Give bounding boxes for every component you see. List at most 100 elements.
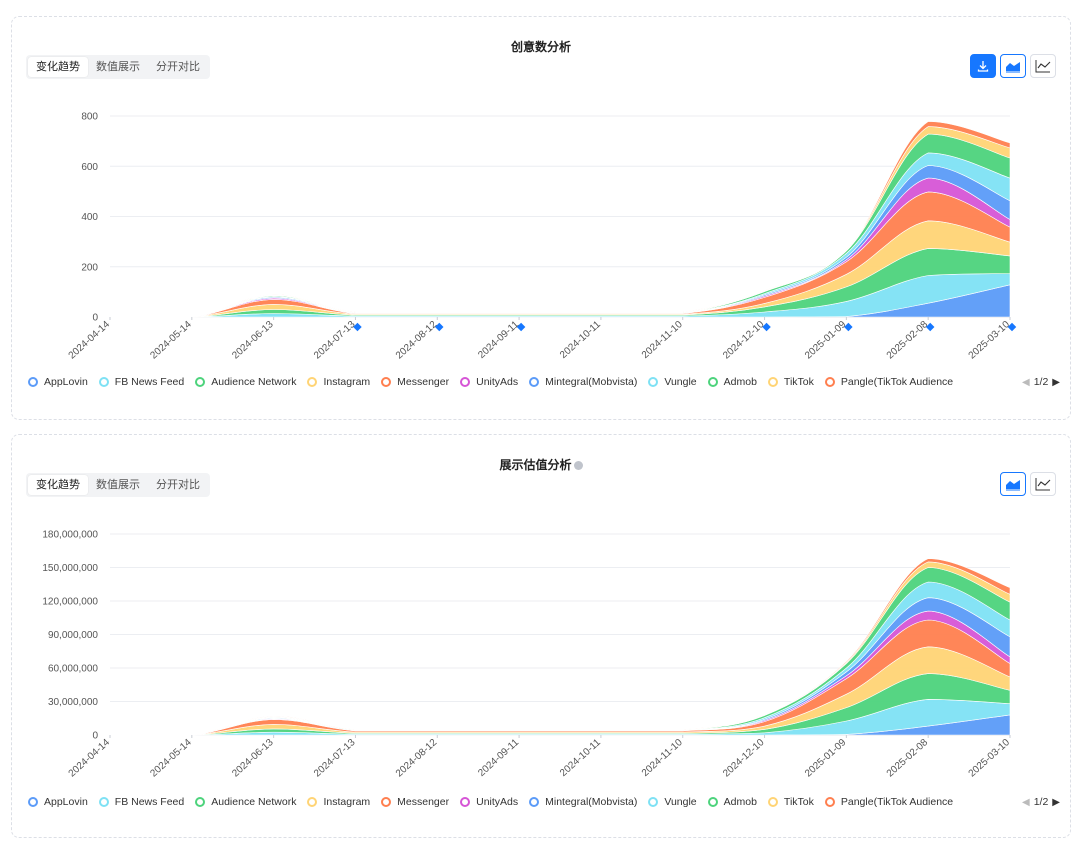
legend-item[interactable]: Instagram [307, 796, 370, 808]
legend-item[interactable]: Instagram [307, 376, 370, 388]
legend-item[interactable]: Mintegral(Mobvista) [529, 376, 637, 388]
legend-label: Instagram [323, 376, 371, 388]
legend-marker-icon [381, 377, 392, 387]
legend-label: Vungle [664, 796, 697, 808]
legend-marker-icon [381, 797, 392, 807]
legend-item[interactable]: Mintegral(Mobvista) [529, 796, 637, 808]
tab-trend[interactable]: 变化趋势 [28, 475, 88, 495]
legend-marker-icon [707, 797, 718, 807]
creative-count-panel: 创意数分析 变化趋势 数值展示 分开对比 0 200 400 600 800 2024-0… [11, 16, 1071, 420]
tab-separate-compare[interactable]: 分开对比 [156, 61, 200, 73]
legend-item[interactable]: AppLovin [28, 376, 88, 388]
area-chart-button[interactable] [1000, 54, 1026, 78]
legend-marker-icon [824, 377, 835, 387]
x-tick-label: 2024-12-10 [721, 737, 767, 780]
legend-marker-icon [98, 377, 109, 387]
legend-item[interactable]: FB News Feed [98, 376, 185, 388]
legend-pager: ◀ 1/2 ▶ [1017, 796, 1060, 808]
x-tick-label: 2024-11-10 [640, 737, 685, 779]
y-tick-label: 150,000,000 [42, 563, 98, 574]
x-tick-label: 2024-09-11 [476, 737, 521, 779]
tab-separate-compare[interactable]: 分开对比 [156, 479, 200, 491]
legend-item[interactable]: TikTok [767, 376, 814, 388]
legend-label: Pangle(TikTok Audience [840, 376, 954, 388]
legend-label: AppLovin [44, 796, 88, 808]
line-chart-button[interactable] [1030, 472, 1056, 496]
legend-label: UnityAds [476, 376, 519, 388]
x-tick-label: 2024-05-14 [148, 319, 194, 362]
view-mode-tabs: 变化趋势 数值展示 分开对比 [26, 55, 210, 79]
legend-marker-icon [767, 377, 778, 387]
legend-label: FB News Feed [114, 376, 185, 388]
y-tick-label: 30,000,000 [48, 697, 98, 708]
event-marker [516, 322, 526, 332]
legend-item[interactable]: AppLovin [28, 796, 88, 808]
x-tick-label: 2024-10-11 [558, 319, 603, 361]
tab-value-display[interactable]: 数值展示 [96, 479, 140, 491]
tab-value-display[interactable]: 数值展示 [96, 61, 140, 73]
download-button[interactable] [970, 54, 996, 78]
legend-item[interactable]: TikTok [767, 796, 814, 808]
caret-right-icon[interactable]: ▶ [1052, 376, 1060, 388]
legend: AppLovin FB News Feed Audience Network Inst… [28, 376, 1060, 388]
legend-item[interactable]: UnityAds [460, 376, 518, 388]
legend: AppLovin FB News Feed Audience Network Inst… [28, 796, 1060, 808]
view-mode-tabs: 变化趋势 数值展示 分开对比 [26, 473, 210, 497]
y-tick-label: 180,000,000 [42, 530, 98, 541]
legend-pager: ◀ 1/2 ▶ [1017, 376, 1060, 388]
line-chart-icon [1035, 60, 1051, 73]
legend-item[interactable]: Pangle(TikTok Audience [824, 796, 953, 808]
y-tick-label: 90,000,000 [48, 630, 98, 641]
chart-title: 展示估值分析 [12, 456, 1070, 473]
legend-item[interactable]: UnityAds [460, 796, 518, 808]
x-tick-label: 2024-04-14 [67, 737, 113, 780]
y-tick-label: 600 [81, 162, 98, 173]
legend-marker-icon [648, 377, 659, 387]
legend-item[interactable]: Messenger [381, 796, 449, 808]
x-tick-label: 2025-03-10 [967, 737, 1013, 780]
legend-label: UnityAds [476, 796, 519, 808]
x-tick-label: 2024-10-11 [558, 737, 603, 779]
legend-label: Messenger [397, 376, 450, 388]
legend-item[interactable]: Vungle [648, 376, 697, 388]
event-marker [844, 322, 853, 332]
legend-item[interactable]: Vungle [648, 796, 697, 808]
x-tick-label: 2025-03-10 [967, 319, 1013, 362]
legend-marker-icon [460, 377, 471, 387]
x-tick-label: 2024-07-13 [312, 737, 358, 780]
x-tick-label: 2024-06-13 [230, 319, 276, 362]
caret-left-icon[interactable]: ◀ [1021, 796, 1030, 808]
area-chart-button[interactable] [1000, 472, 1026, 496]
legend-item[interactable]: Messenger [381, 376, 449, 388]
legend-label: Admob [723, 796, 757, 808]
legend-item[interactable]: Audience Network [195, 376, 296, 388]
area-series [109, 121, 1011, 318]
line-chart-icon [1035, 478, 1051, 491]
caret-right-icon[interactable]: ▶ [1052, 796, 1060, 808]
legend-marker-icon [767, 797, 778, 807]
line-chart-button[interactable] [1030, 54, 1056, 78]
legend-item[interactable]: FB News Feed [98, 796, 184, 808]
legend-item[interactable]: Audience Network [195, 796, 296, 808]
area-chart-icon [1006, 62, 1020, 73]
legend-marker-icon [460, 797, 471, 807]
info-icon[interactable] [573, 461, 583, 470]
legend-marker-icon [707, 377, 718, 387]
event-marker [353, 322, 362, 332]
x-tick-label: 2024-04-14 [67, 319, 113, 362]
legend-label: Mintegral(Mobvista) [545, 796, 638, 808]
legend-label: AppLovin [44, 376, 88, 388]
event-marker [762, 322, 771, 332]
tab-trend[interactable]: 变化趋势 [28, 57, 88, 77]
legend-marker-icon [98, 797, 109, 807]
legend-item[interactable]: Pangle(TikTok Audience [824, 376, 954, 388]
x-tick-label: 2025-02-08 [885, 319, 931, 362]
legend-marker-icon [529, 377, 540, 387]
legend-marker-icon [28, 377, 38, 387]
area-chart-icon [1006, 480, 1020, 491]
caret-left-icon[interactable]: ◀ [1021, 376, 1030, 388]
y-tick-label: 0 [92, 313, 98, 324]
legend-label: TikTok [783, 376, 814, 388]
legend-item[interactable]: Admob [707, 376, 757, 388]
legend-item[interactable]: Admob [707, 796, 757, 808]
